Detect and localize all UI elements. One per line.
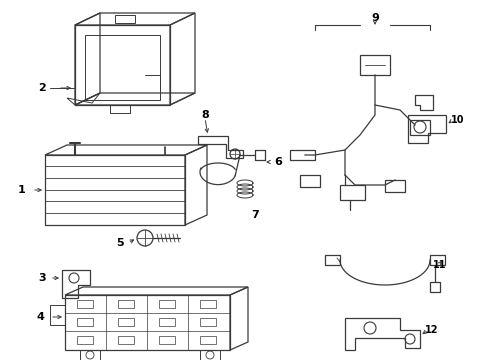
Bar [159,318,175,326]
Text: 7: 7 [251,210,259,220]
Text: 8: 8 [201,110,209,120]
Text: 4: 4 [36,312,44,322]
Text: 3: 3 [38,273,46,283]
Bar [118,318,134,326]
Bar [159,336,175,344]
Text: 5: 5 [116,238,124,248]
Text: 9: 9 [371,13,379,23]
Bar [118,336,134,344]
Text: 6: 6 [274,157,282,167]
Bar [200,300,216,308]
Text: 11: 11 [433,260,447,270]
Bar [118,300,134,308]
Text: 10: 10 [451,115,465,125]
Bar [200,336,216,344]
Bar [77,336,93,344]
Text: 12: 12 [425,325,439,335]
Text: 2: 2 [38,83,46,93]
Bar [200,318,216,326]
Bar [77,318,93,326]
Bar [77,300,93,308]
Text: 1: 1 [18,185,26,195]
Bar [159,300,175,308]
